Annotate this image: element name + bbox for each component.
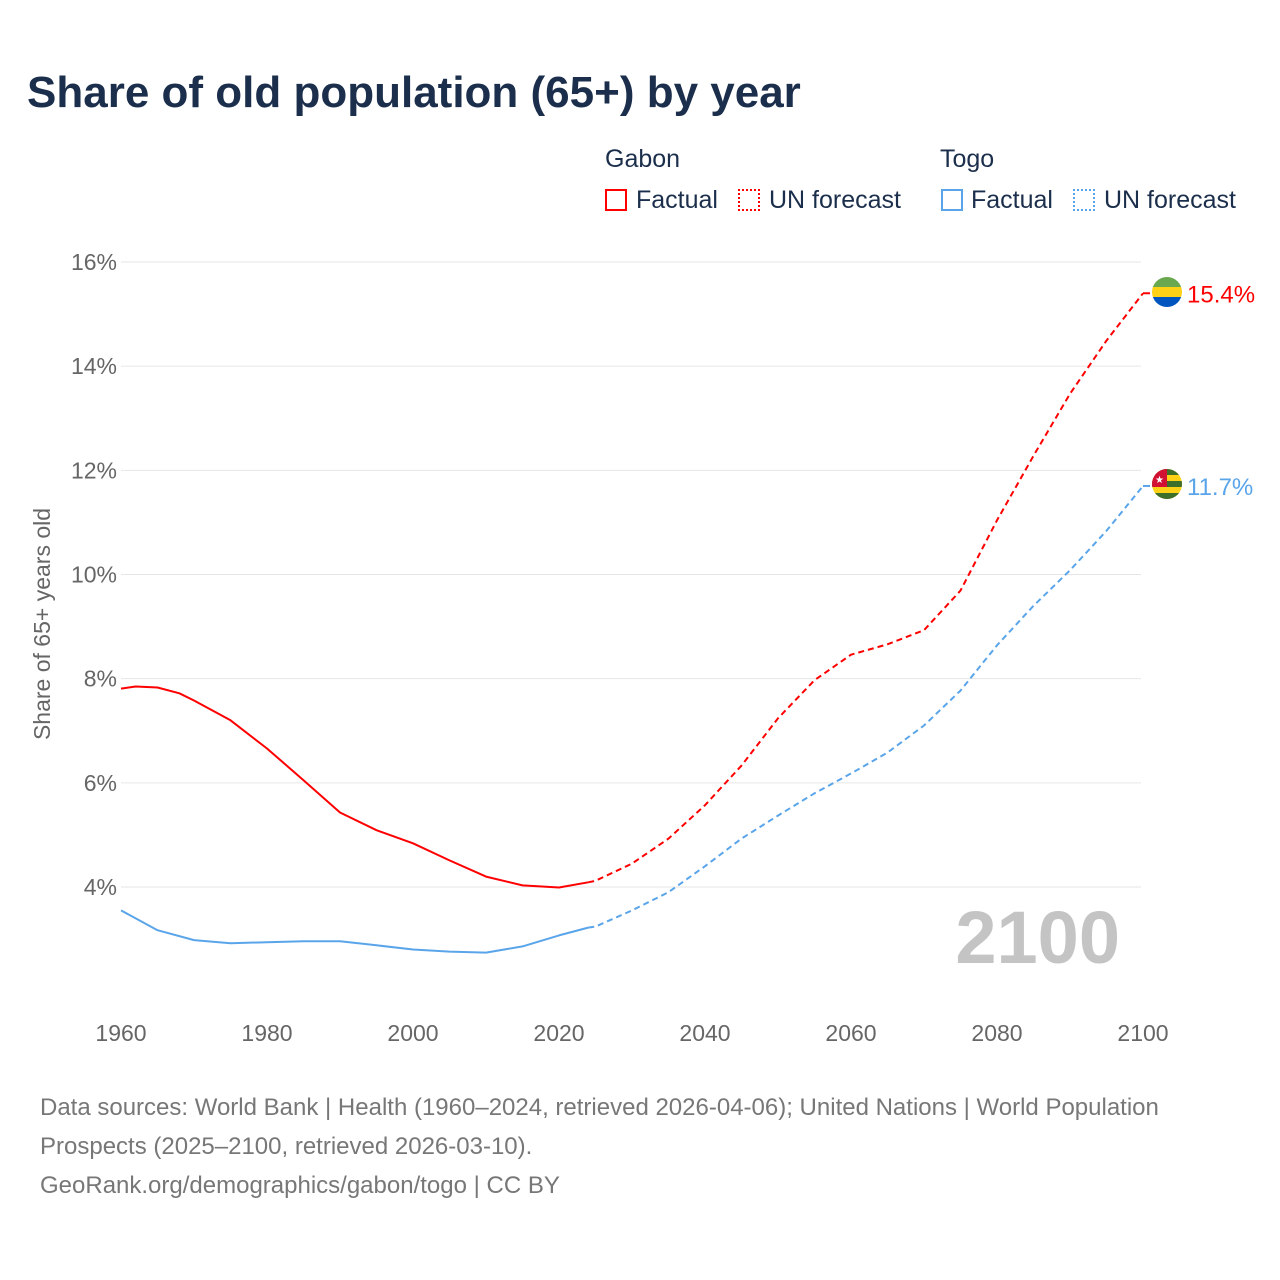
y-tick-label: 8% [84, 666, 117, 692]
credit-link[interactable]: GeoRank.org/demographics/gabon/togo | CC… [40, 1172, 560, 1199]
chart-title: Share of old population (65+) by year [27, 68, 801, 117]
legend-swatch-togo-forecast [1073, 189, 1095, 211]
x-tick-label: 2000 [387, 1020, 438, 1046]
legend-swatch-togo-factual [941, 189, 963, 211]
y-tick-label: 14% [71, 353, 117, 379]
legend-swatch-gabon-factual [605, 189, 627, 211]
x-tick-label: 2080 [971, 1020, 1022, 1046]
series-line-togo-forecast [588, 485, 1144, 929]
legend-group-gabon: Gabon [605, 145, 681, 173]
legend-label-gabon-factual: Factual [636, 186, 718, 214]
series-line-gabon-factual [120, 685, 589, 889]
legend-label-togo-factual: Factual [971, 186, 1053, 214]
legend-group-togo: Togo [940, 145, 995, 173]
y-tick-label: 6% [84, 770, 117, 796]
y-tick-label: 4% [84, 874, 117, 900]
y-axis-label: Share of 65+ years old [29, 508, 55, 740]
footer: Data sources: World Bank | Health (1960–… [40, 1088, 1190, 1205]
x-tick-label: 2060 [825, 1020, 876, 1046]
togo-flag-icon: ★ [1152, 469, 1182, 499]
svg-text:★: ★ [1155, 475, 1164, 486]
series-line-togo-factual [120, 909, 589, 954]
y-tick-label: 10% [71, 562, 117, 588]
x-tick-label: 2100 [1117, 1020, 1168, 1046]
end-label-gabon: 15.4% [1187, 281, 1255, 308]
x-tick-label: 2020 [533, 1020, 584, 1046]
legend-label-gabon-forecast: UN forecast [769, 186, 901, 214]
data-sources: Data sources: World Bank | Health (1960–… [40, 1094, 1159, 1160]
x-tick-label: 1980 [241, 1020, 292, 1046]
y-tick-label: 12% [71, 457, 117, 483]
year-watermark: 2100 [955, 896, 1120, 979]
x-tick-label: 1960 [95, 1020, 146, 1046]
y-tick-label: 16% [71, 249, 117, 275]
legend-label-togo-forecast: UN forecast [1104, 186, 1236, 214]
series-line-gabon-forecast [587, 292, 1144, 884]
end-label-togo: 11.7% [1187, 474, 1253, 501]
legend-swatch-gabon-forecast [738, 189, 760, 211]
x-tick-label: 2040 [679, 1020, 730, 1046]
gabon-flag-icon [1152, 277, 1182, 307]
